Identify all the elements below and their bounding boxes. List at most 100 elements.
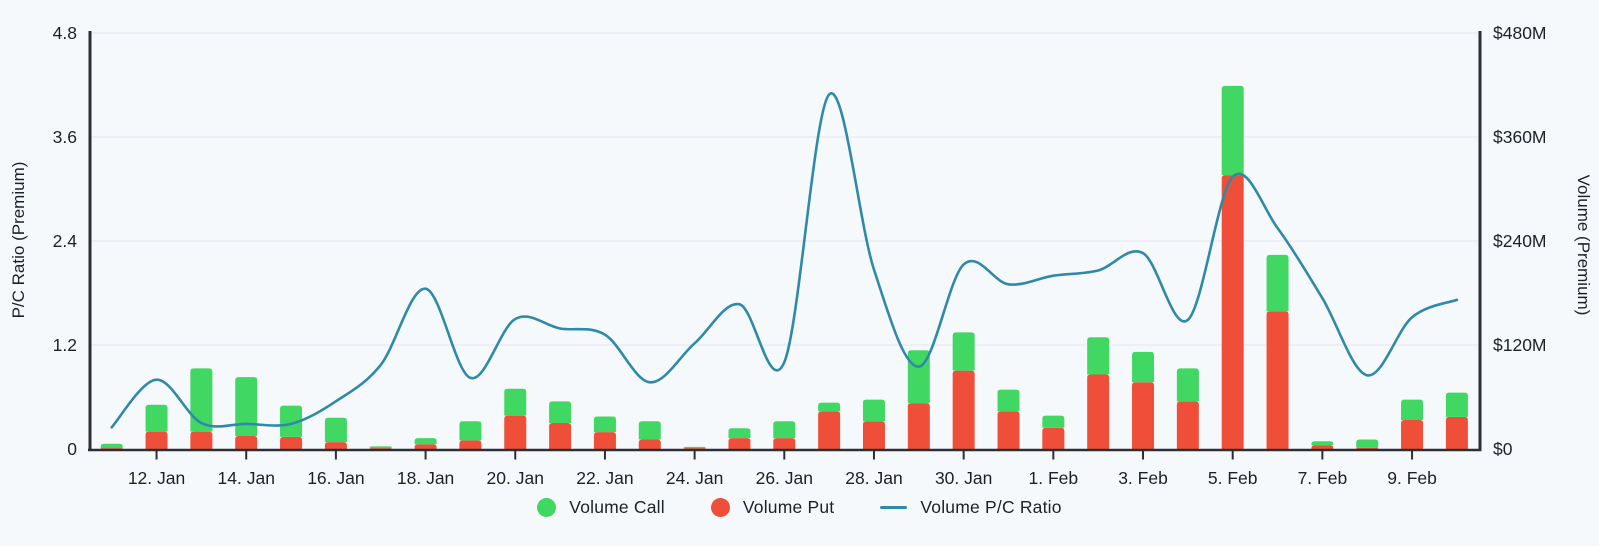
- volume-put-bar: [638, 439, 661, 449]
- volume-call-bar: [1221, 85, 1244, 176]
- legend: Volume Call Volume Put Volume P/C Ratio: [0, 497, 1599, 518]
- legend-item-volume-pc-ratio[interactable]: Volume P/C Ratio: [880, 497, 1062, 518]
- volume-put-bar: [728, 438, 751, 449]
- right-axis-title: Volume (Premium): [1574, 175, 1593, 316]
- left-tick-label: 3.6: [53, 127, 77, 147]
- volume-call-swatch-icon: [537, 498, 557, 517]
- x-tick-label: 5. Feb: [1208, 468, 1258, 488]
- x-tick-label: 12. Jan: [128, 468, 185, 488]
- volume-put-bar: [324, 442, 347, 449]
- volume-pc-ratio-swatch-icon: [880, 506, 908, 509]
- volume-put-bar: [1401, 419, 1424, 449]
- volume-put-bar: [459, 440, 482, 449]
- x-tick-label: 30. Jan: [935, 468, 992, 488]
- legend-item-volume-call[interactable]: Volume Call: [537, 497, 665, 518]
- volume-put-bar: [907, 403, 930, 449]
- volume-call-bar: [414, 438, 437, 445]
- legend-label-volume-pc-ratio: Volume P/C Ratio: [920, 497, 1062, 517]
- volume-call-bar: [862, 399, 885, 422]
- volume-put-swatch-icon: [710, 498, 730, 517]
- x-tick-label: 22. Jan: [576, 468, 633, 488]
- volume-put-bar: [1266, 311, 1289, 449]
- volume-call-bar: [1042, 415, 1065, 428]
- volume-call-bar: [459, 421, 482, 441]
- volume-call-bar: [773, 421, 796, 439]
- volume-call-bar: [190, 368, 213, 432]
- volume-call-bar: [280, 405, 303, 437]
- right-tick-label: $360M: [1493, 127, 1547, 147]
- volume-call-bar: [1176, 368, 1199, 402]
- volume-put-bar: [280, 436, 303, 449]
- x-tick-label: 1. Feb: [1029, 468, 1079, 488]
- x-tick-label: 20. Jan: [487, 468, 544, 488]
- volume-call-bar: [728, 428, 751, 439]
- x-tick-label: 26. Jan: [756, 468, 813, 488]
- volume-call-bar: [100, 443, 123, 449]
- legend-item-volume-put[interactable]: Volume Put: [710, 497, 835, 518]
- volume-call-bar: [952, 332, 975, 371]
- volume-put-bar: [235, 436, 258, 449]
- volume-call-bar: [818, 402, 841, 412]
- left-tick-label: 4.8: [53, 23, 77, 43]
- left-tick-label: 0: [67, 439, 77, 459]
- volume-call-bar: [1401, 399, 1424, 420]
- volume-put-bar: [1176, 401, 1199, 449]
- volume-put-bar: [952, 370, 975, 449]
- volume-put-bar: [862, 421, 885, 449]
- volume-put-bar: [1132, 382, 1155, 449]
- volume-call-bar: [235, 377, 258, 436]
- left-tick-label: 1.2: [53, 335, 77, 355]
- x-tick-label: 7. Feb: [1298, 468, 1348, 488]
- volume-put-bar: [818, 411, 841, 449]
- volume-put-bar: [190, 431, 213, 449]
- volume-put-bar: [1221, 175, 1244, 449]
- left-tick-label: 2.4: [53, 231, 78, 251]
- volume-call-bar: [145, 404, 168, 432]
- right-tick-label: $480M: [1493, 23, 1547, 43]
- volume-call-bar: [1356, 439, 1379, 448]
- volume-call-bar: [1266, 254, 1289, 312]
- volume-call-bars: [100, 85, 1468, 449]
- right-axis-labels: $0 $120M $240M $360M $480M: [1493, 23, 1547, 459]
- volume-put-bar: [1042, 427, 1065, 449]
- volume-call-bar: [549, 401, 572, 423]
- volume-call-bar: [324, 417, 347, 443]
- legend-label-volume-put: Volume Put: [742, 497, 835, 517]
- left-axis-title: P/C Ratio (Premium): [9, 162, 28, 319]
- x-tick-label: 3. Feb: [1118, 468, 1168, 488]
- volume-call-bar: [638, 421, 661, 440]
- volume-put-bars: [100, 175, 1468, 449]
- x-tick-label: 18. Jan: [397, 468, 454, 488]
- volume-put-bar: [549, 423, 572, 449]
- left-axis-labels: 0 1.2 2.4 3.6 4.8: [53, 23, 78, 459]
- volume-put-bar: [1356, 447, 1379, 449]
- x-axis-labels: 12. Jan 14. Jan 16. Jan 18. Jan 20. Jan 22. J…: [128, 450, 1437, 488]
- volume-put-bar: [1445, 416, 1468, 449]
- right-tick-label: $120M: [1493, 335, 1547, 355]
- volume-put-bar: [593, 432, 616, 449]
- volume-call-bar: [1445, 392, 1468, 417]
- volume-put-bar: [145, 431, 168, 449]
- x-tick-label: 24. Jan: [666, 468, 723, 488]
- gridlines: [90, 32, 1480, 346]
- volume-put-bar: [773, 438, 796, 449]
- volume-put-bar: [1087, 374, 1110, 449]
- volume-call-bar: [683, 446, 706, 449]
- volume-call-bar: [1132, 351, 1155, 383]
- right-tick-label: $0: [1493, 439, 1513, 459]
- volume-put-bar: [997, 411, 1020, 449]
- x-tick-label: 28. Jan: [845, 468, 902, 488]
- volume-put-bar: [1311, 445, 1334, 449]
- volume-call-bar: [504, 388, 527, 416]
- volume-call-bar: [997, 389, 1020, 412]
- right-tick-label: $240M: [1493, 231, 1547, 251]
- volume-call-bar: [593, 416, 616, 433]
- volume-call-bar: [369, 446, 392, 449]
- volume-put-bar: [504, 415, 527, 449]
- volume-call-bar: [1311, 441, 1334, 446]
- x-tick-label: 9. Feb: [1387, 468, 1437, 488]
- volume-call-bar: [1087, 337, 1110, 375]
- volume-put-bar: [414, 444, 437, 449]
